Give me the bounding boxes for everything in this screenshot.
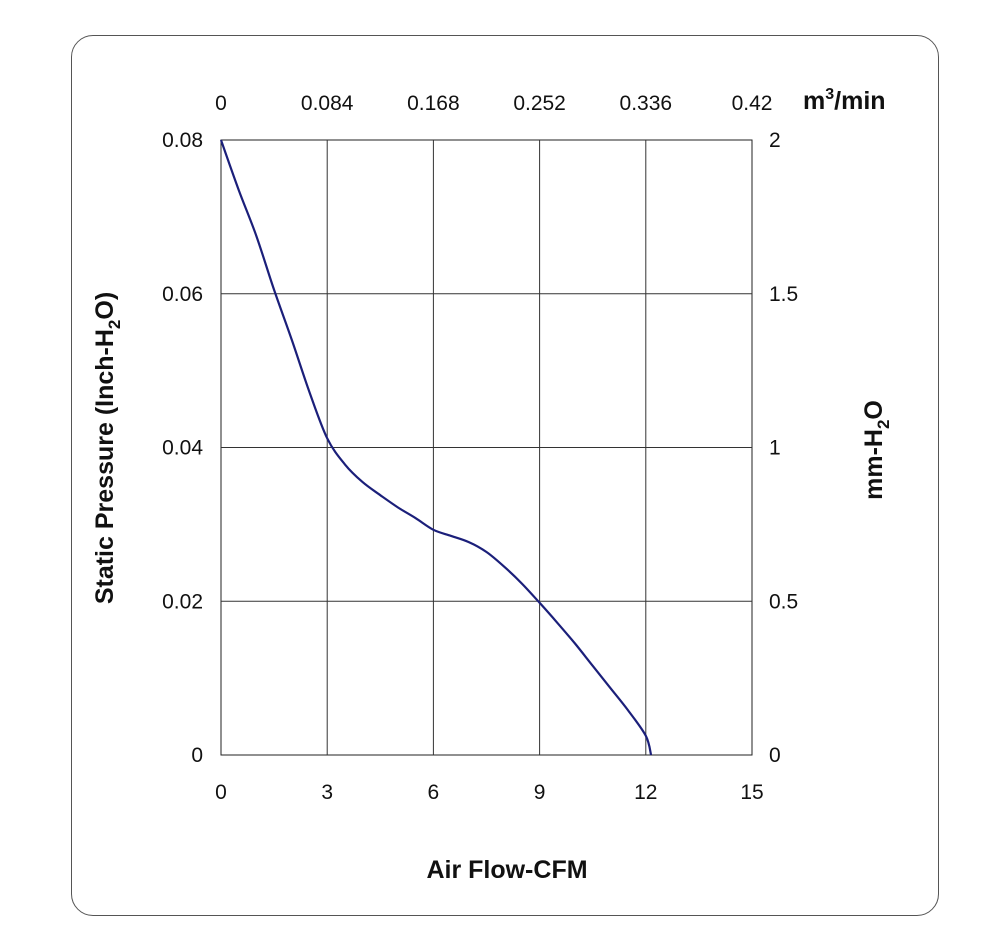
x2-axis-title-base: m: [803, 87, 825, 115]
y2-tick-label: 1: [769, 437, 781, 460]
y2-tick-label: 0.5: [769, 590, 798, 613]
y-tick-label: 0.08: [162, 129, 203, 152]
y-tick-label: 0.04: [162, 437, 203, 460]
chart-frame: [71, 35, 939, 916]
x-tick-label: 15: [740, 781, 763, 804]
x2-axis-title: m3/min: [803, 86, 886, 115]
y2-axis-title-prefix: mm-H: [860, 429, 888, 500]
x2-tick-label: 0.168: [407, 92, 460, 115]
y-axis-title: Static Pressure (Inch-H2O): [91, 292, 124, 604]
x2-tick-label: 0: [215, 92, 227, 115]
x-tick-label: 0: [215, 781, 227, 804]
pressure-flow-curve: [219, 139, 653, 756]
x2-tick-label: 0.084: [301, 92, 354, 115]
x2-tick-label: 0.252: [513, 92, 566, 115]
y-tick-label: 0.02: [162, 590, 203, 613]
x2-tick-label: 0.336: [620, 92, 673, 115]
x-tick-label: 3: [321, 781, 333, 804]
y2-axis-title-suffix: O: [860, 400, 888, 419]
y2-tick-label: 2: [769, 129, 781, 152]
y-axis-title-suffix: O): [91, 292, 119, 320]
y2-axis-title-sub: 2: [874, 420, 893, 429]
y-tick-label: 0: [191, 744, 203, 767]
x-tick-label: 12: [634, 781, 657, 804]
x2-axis-title-suffix: /min: [834, 87, 885, 115]
y2-tick-label: 0: [769, 744, 781, 767]
x-axis-title: Air Flow-CFM: [426, 856, 587, 884]
x-tick-label: 9: [534, 781, 546, 804]
y-axis-title-prefix: Static Pressure (Inch-H: [91, 329, 119, 604]
y2-axis-title: mm-H2O: [860, 400, 893, 500]
y-tick-label: 0.06: [162, 283, 203, 306]
curve-layer: [219, 139, 653, 756]
grid-layer: [220, 139, 753, 756]
x2-tick-label: 0.42: [732, 92, 773, 115]
x2-axis-title-sup: 3: [825, 86, 834, 103]
y-axis-title-sub: 2: [105, 320, 124, 329]
x-tick-label: 6: [428, 781, 440, 804]
y2-tick-label: 1.5: [769, 283, 798, 306]
